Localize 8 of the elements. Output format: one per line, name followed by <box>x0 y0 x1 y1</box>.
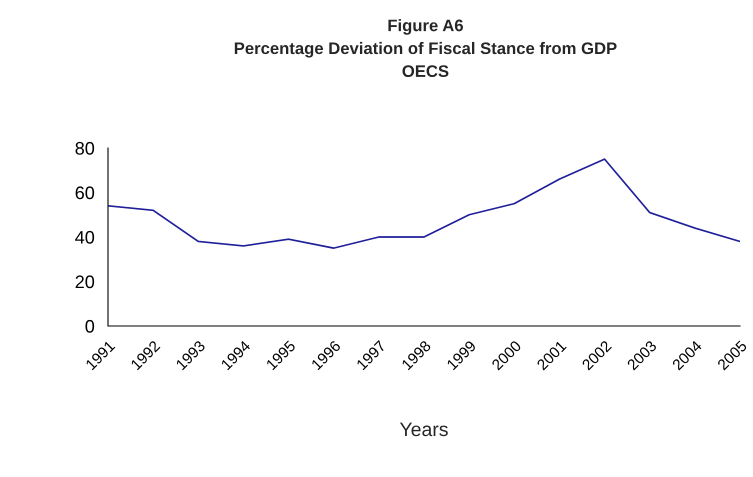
y-tick-label: 40 <box>75 230 94 244</box>
y-tick-label: 80 <box>76 142 94 155</box>
x-axis-title: Years <box>400 422 448 436</box>
y-tick-label: 20 <box>76 275 94 288</box>
line-series <box>108 158 740 249</box>
y-tick-label: 60 <box>76 186 94 200</box>
chart-title: Figure A6 Percentage Deviation of Fiscal Stance from GDP OECS <box>234 19 617 78</box>
y-tick-label: 0 <box>85 320 94 333</box>
